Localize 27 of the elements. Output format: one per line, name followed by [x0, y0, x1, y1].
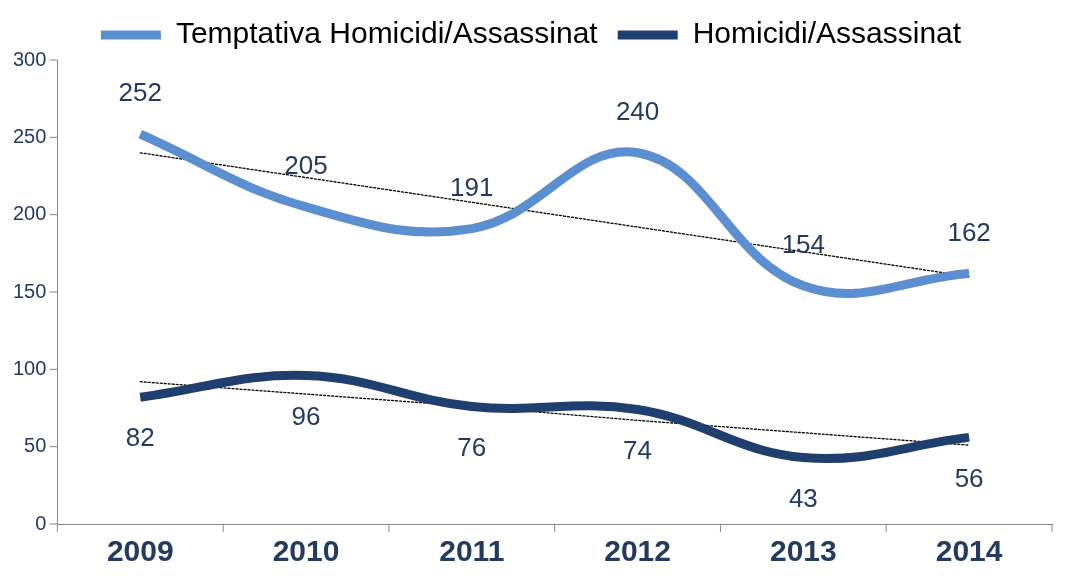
y-tick-label: 200: [12, 202, 47, 225]
x-tick-label: 2013: [769, 534, 837, 568]
data-label: 76: [457, 431, 487, 462]
legend-label: Homicidi/Assassinat: [692, 16, 962, 50]
y-tick-label: 300: [12, 47, 47, 70]
y-tick-label: 100: [12, 356, 47, 379]
y-tick-label: 0: [35, 511, 47, 534]
y-tick-label: 50: [24, 434, 47, 457]
data-label: 191: [450, 171, 494, 202]
data-label: 205: [284, 150, 328, 181]
data-label: 96: [291, 400, 321, 431]
data-label: 74: [623, 434, 653, 465]
data-label: 240: [615, 95, 660, 126]
y-tick-label: 250: [12, 124, 47, 147]
x-tick-label: 2014: [935, 534, 1003, 568]
x-tick-label: 2012: [604, 534, 671, 568]
data-label: 162: [947, 216, 991, 247]
data-label: 56: [954, 462, 984, 493]
x-tick-label: 2009: [106, 534, 174, 568]
y-tick-label: 150: [12, 279, 47, 302]
x-tick-label: 2011: [439, 534, 505, 568]
legend-label: Temptativa Homicidi/Assassinat: [175, 16, 599, 50]
x-tick-label: 2010: [272, 534, 340, 568]
data-label: 82: [125, 422, 155, 453]
data-label: 154: [781, 228, 826, 259]
data-label: 43: [788, 482, 818, 513]
data-label: 252: [118, 77, 162, 108]
